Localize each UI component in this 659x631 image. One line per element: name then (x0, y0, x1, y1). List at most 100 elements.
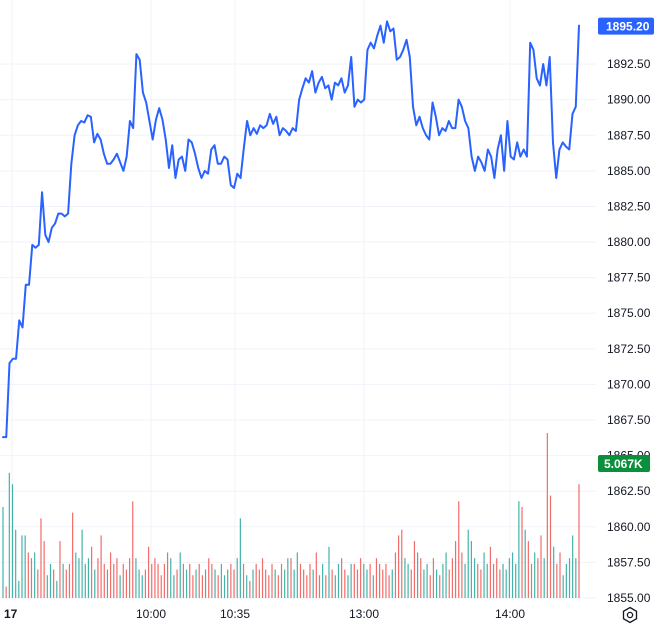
volume-bar (363, 563, 365, 598)
price-line (2, 20, 580, 439)
volume-bar (398, 535, 400, 598)
volume-bar (524, 529, 526, 598)
volume-bar (483, 552, 485, 598)
volume-bar (394, 552, 397, 598)
volume-bar (356, 569, 359, 598)
volume-bar (116, 558, 118, 598)
volume-bar (211, 563, 213, 598)
volume-bar (227, 569, 229, 598)
volume-bar (185, 569, 188, 598)
volume-bar (423, 569, 425, 598)
volume-bar (230, 563, 232, 598)
volume-bar (204, 569, 207, 598)
volume-bar (68, 563, 71, 598)
price-tick-label: 1860.00 (607, 520, 651, 534)
volume-bar (11, 484, 14, 598)
volume-bar (515, 563, 517, 598)
volume-bar (499, 569, 501, 598)
volume-bar (252, 569, 254, 598)
volume-bar (5, 586, 7, 598)
volume-bar (249, 580, 251, 598)
volume-bar (540, 535, 542, 598)
volume-bar (562, 575, 564, 598)
volume-bar (530, 563, 533, 598)
volume-bar (24, 535, 26, 598)
volume-bar (280, 563, 283, 598)
volume-bar (144, 569, 147, 598)
volume-bar (217, 575, 219, 598)
volume-bar (303, 569, 305, 598)
volume-bar (265, 569, 267, 598)
volume-bar (413, 541, 416, 598)
volume-bar (477, 563, 479, 598)
volume-bar (72, 512, 74, 598)
volume-bar (511, 552, 514, 598)
volume-bar (401, 529, 403, 598)
volume-bar (353, 563, 355, 598)
volume-bar (255, 563, 257, 598)
volume-bar (331, 569, 333, 598)
volume-bar (325, 575, 327, 598)
volume-bar (290, 558, 292, 598)
volume-bar (65, 569, 67, 598)
volume-bar (461, 552, 463, 598)
volume-bar (480, 569, 482, 598)
volume-bar (49, 563, 52, 598)
price-tick-label: 1880.00 (607, 235, 651, 249)
volume-bar (157, 563, 159, 598)
volume-bar (18, 580, 20, 598)
time-tick-label: 14:00 (495, 607, 525, 621)
volume-bar (518, 501, 520, 598)
volume-bar (160, 575, 162, 598)
volume-bar (132, 501, 134, 598)
volume-bar (182, 563, 184, 598)
volume-bar (458, 501, 460, 598)
volume-bar (94, 569, 96, 598)
volume-bar (448, 569, 450, 598)
volume-bar (110, 552, 112, 598)
volume-bar (467, 529, 469, 598)
volume-bar (445, 552, 447, 598)
volume-bar (154, 558, 156, 598)
volume-bar (163, 563, 166, 598)
volume-bar (138, 569, 140, 598)
volume-bar (258, 569, 260, 598)
volume-bar (454, 541, 457, 598)
volume-bar (382, 569, 384, 598)
volume-bar (141, 575, 143, 598)
volume-bar (534, 552, 536, 598)
volume-bar (489, 546, 491, 598)
volume-bars (2, 433, 580, 598)
last-price-label: 1895.20 (606, 20, 650, 34)
volume-bar (416, 552, 419, 598)
volume-bar (521, 506, 523, 598)
volume-bar (404, 558, 406, 598)
volume-bar (375, 558, 378, 598)
volume-bar (432, 558, 435, 598)
volume-bar (46, 575, 48, 598)
volume-bar (572, 535, 574, 598)
volume-bar (293, 569, 295, 598)
volume-bar (208, 558, 210, 598)
price-axis[interactable]: 1892.50 1890.00 1887.50 1885.00 1882.50 1880.… (607, 57, 651, 605)
volume-bar (173, 575, 175, 598)
volume-bar (135, 558, 137, 598)
price-tick-label: 1870.00 (607, 377, 651, 391)
volume-bar (15, 529, 17, 598)
volume-bar (201, 575, 203, 598)
volume-bar (236, 558, 238, 598)
volume-bar (128, 558, 131, 598)
volume-bar (78, 558, 80, 598)
volume-bar (486, 563, 488, 598)
last-volume-label: 5.067K (604, 457, 643, 471)
volume-bar (198, 563, 200, 598)
volume-bar (242, 563, 245, 598)
chart-settings-button[interactable] (619, 604, 641, 626)
volume-bar (299, 563, 302, 598)
volume-bar (261, 558, 264, 598)
volume-bar (27, 552, 29, 598)
volume-bar (189, 563, 191, 598)
time-axis[interactable]: 17 10:00 10:35 13:00 14:00 (4, 607, 525, 621)
